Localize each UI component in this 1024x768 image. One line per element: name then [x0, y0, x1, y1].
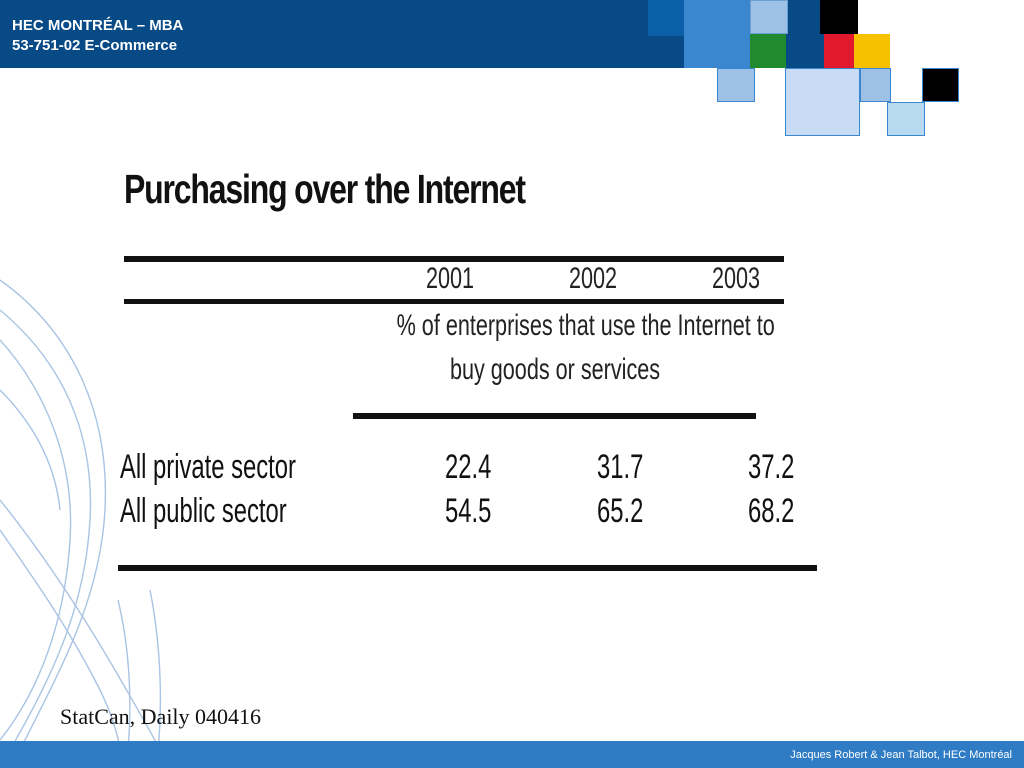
- mosaic-square: [786, 34, 824, 68]
- table-cell: 65.2: [597, 492, 644, 530]
- mosaic-square: [820, 0, 858, 34]
- footer-bar: Jacques Robert & Jean Talbot, HEC Montré…: [0, 741, 1024, 768]
- mosaic-square: [887, 102, 925, 136]
- mosaic-square: [785, 68, 860, 136]
- course-code-label: 53-751-02 E-Commerce: [12, 37, 178, 54]
- measure-line: buy goods or services: [449, 353, 661, 386]
- header-band: HEC MONTRÉAL – MBA 53-751-02 E-Commerce: [0, 0, 690, 68]
- table-top-rule: [124, 256, 784, 262]
- measure-line: % of enterprises that use the Internet t…: [396, 309, 775, 342]
- footer-credit: Jacques Robert & Jean Talbot, HEC Montré…: [790, 749, 1012, 761]
- row-label: All public sector: [120, 492, 287, 530]
- measure-description: % of enterprises that use the Internet t…: [335, 304, 775, 392]
- mosaic-square: [860, 68, 891, 102]
- mosaic-square: [788, 0, 820, 34]
- year-header: 2001: [426, 262, 475, 295]
- mosaic-square: [824, 34, 854, 68]
- mosaic-square: [750, 34, 786, 68]
- table-cell: 22.4: [445, 448, 492, 486]
- source-note: StatCan, Daily 040416: [60, 704, 262, 729]
- table-bottom-rule: [118, 565, 817, 571]
- year-header: 2002: [569, 262, 618, 295]
- table-cell: 37.2: [748, 448, 795, 486]
- course-header: HEC MONTRÉAL – MBA 53-751-02 E-Commerce: [12, 16, 183, 56]
- table-header-rule: [124, 299, 784, 304]
- mosaic-square: [854, 34, 890, 68]
- slide-title: Purchasing over the Internet: [124, 166, 526, 212]
- institution-label: HEC MONTRÉAL – MBA: [12, 17, 184, 34]
- table-cell: 68.2: [748, 492, 795, 530]
- year-header: 2003: [712, 262, 761, 295]
- mosaic-square: [684, 0, 750, 68]
- row-label: All private sector: [120, 448, 296, 486]
- mosaic-square: [648, 0, 684, 36]
- mosaic-square: [717, 68, 755, 102]
- decorative-swirl-lines: [0, 279, 162, 750]
- mosaic-square: [922, 68, 959, 102]
- table-cell: 54.5: [445, 492, 492, 530]
- measure-rule: [353, 413, 756, 419]
- mosaic-square: [750, 0, 788, 34]
- table-cell: 31.7: [597, 448, 644, 486]
